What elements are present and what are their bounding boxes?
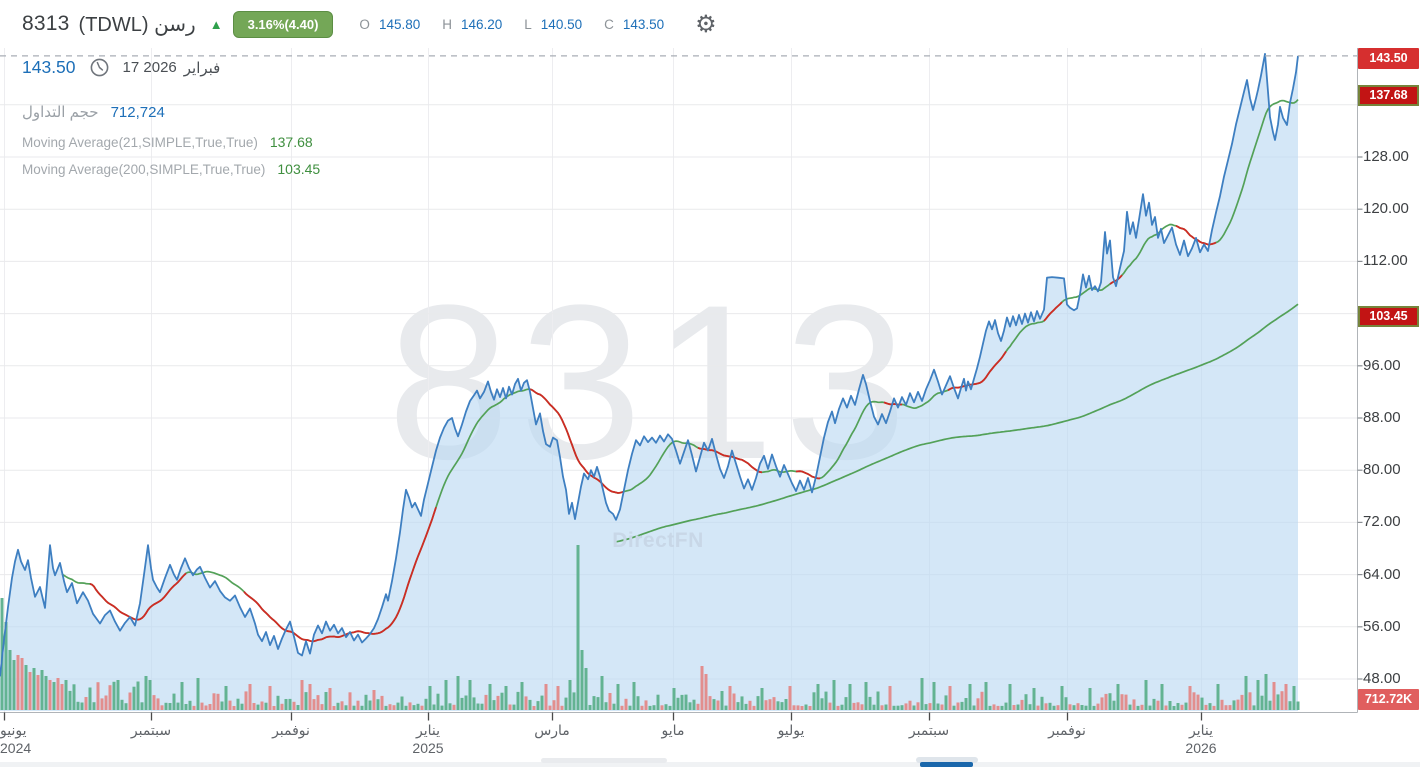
x-axis-month: نوفمبر [272, 722, 310, 738]
scrollbar-thumb-halo [916, 757, 978, 763]
clock-icon [90, 58, 108, 77]
header: 8313 (TDWL) رسن ▲ 3.16%(4.40) O 145.80 H… [0, 0, 1420, 48]
x-axis-year: 2025 [412, 740, 444, 756]
horizontal-scrollbar-track[interactable] [0, 762, 1420, 767]
x-axis-month: يونيو [0, 722, 27, 738]
ma200-axis-badge: 103.45 [1358, 306, 1419, 327]
close-label: C [604, 16, 614, 32]
y-axis-label: 112.00 [1363, 252, 1408, 269]
scrollbar-range-pill[interactable] [541, 758, 667, 763]
quote-date-day-year: 17 2026 [122, 58, 177, 76]
y-axis-label: 80.00 [1363, 461, 1401, 478]
x-axis-month: يناير [415, 722, 440, 738]
ma21-value: 137.68 [269, 134, 313, 150]
volume-value: 712,724 [110, 103, 165, 121]
last-price-axis-badge: 143.50 [1358, 48, 1419, 69]
x-axis-month: نوفمبر [1048, 722, 1086, 738]
quote-row: 143.50 17 2026 فبراير [22, 57, 220, 78]
x-axis-month: مارس [534, 722, 570, 738]
y-axis-label: 72.00 [1363, 513, 1401, 530]
x-axis-month: يوليو [777, 722, 805, 738]
y-axis-label: 128.00 [1363, 148, 1409, 165]
y-axis-label: 120.00 [1363, 200, 1409, 217]
open-value: 145.80 [378, 16, 421, 32]
volume-axis-badge: 712.72K [1358, 689, 1419, 710]
high-label: H [442, 16, 452, 32]
volume-label: حجم التداول [22, 104, 99, 121]
ma200-value: 103.45 [277, 161, 321, 177]
x-axis-month: سبتمبر [130, 722, 172, 738]
close-value: 143.50 [622, 16, 665, 32]
y-axis-label: 96.00 [1363, 357, 1401, 374]
settings-gear-icon[interactable]: ⚙ [695, 10, 717, 38]
brand-watermark: DirectFN [612, 529, 704, 552]
x-axis-month: يناير [1188, 722, 1213, 738]
quote-date: 17 2026 فبراير [123, 59, 221, 77]
last-price: 143.50 [22, 57, 76, 77]
symbol-code[interactable]: 8313 [22, 12, 70, 35]
change-badge[interactable]: 3.16%(4.40) [232, 10, 334, 38]
low-label: L [524, 16, 532, 32]
legend: حجم التداول 712,724 Moving Average(21,SI… [22, 103, 320, 188]
legend-volume-row[interactable]: حجم التداول 712,724 [22, 103, 320, 122]
low-value: 140.50 [540, 16, 583, 32]
ma200-label: Moving Average(200,SIMPLE,True,True) [22, 161, 266, 177]
legend-ma200-row[interactable]: Moving Average(200,SIMPLE,True,True) 103… [22, 161, 320, 177]
ma21-label: Moving Average(21,SIMPLE,True,True) [22, 134, 258, 150]
symbol-name[interactable]: (TDWL) رسن [78, 13, 196, 36]
high-value: 146.20 [460, 16, 503, 32]
y-axis-label: 48.00 [1363, 670, 1401, 687]
price-up-arrow-icon: ▲ [209, 16, 223, 32]
ma21-axis-badge: 137.68 [1358, 85, 1419, 106]
quote-date-month: فبراير [183, 59, 221, 77]
legend-ma21-row[interactable]: Moving Average(21,SIMPLE,True,True) 137.… [22, 134, 320, 150]
x-axis-year: 2026 [1185, 740, 1217, 756]
x-axis-year: 2024 [0, 740, 32, 756]
horizontal-scrollbar-thumb[interactable] [920, 762, 973, 767]
y-axis-label: 56.00 [1363, 618, 1401, 635]
y-axis-label: 64.00 [1363, 566, 1401, 583]
ohlc-strip: O 145.80 H 146.20 L 140.50 C 143.50 [359, 17, 677, 32]
y-axis-label: 88.00 [1363, 409, 1401, 426]
x-axis-month: مايو [661, 722, 685, 738]
x-axis-month: سبتمبر [908, 722, 950, 738]
open-label: O [359, 16, 370, 32]
